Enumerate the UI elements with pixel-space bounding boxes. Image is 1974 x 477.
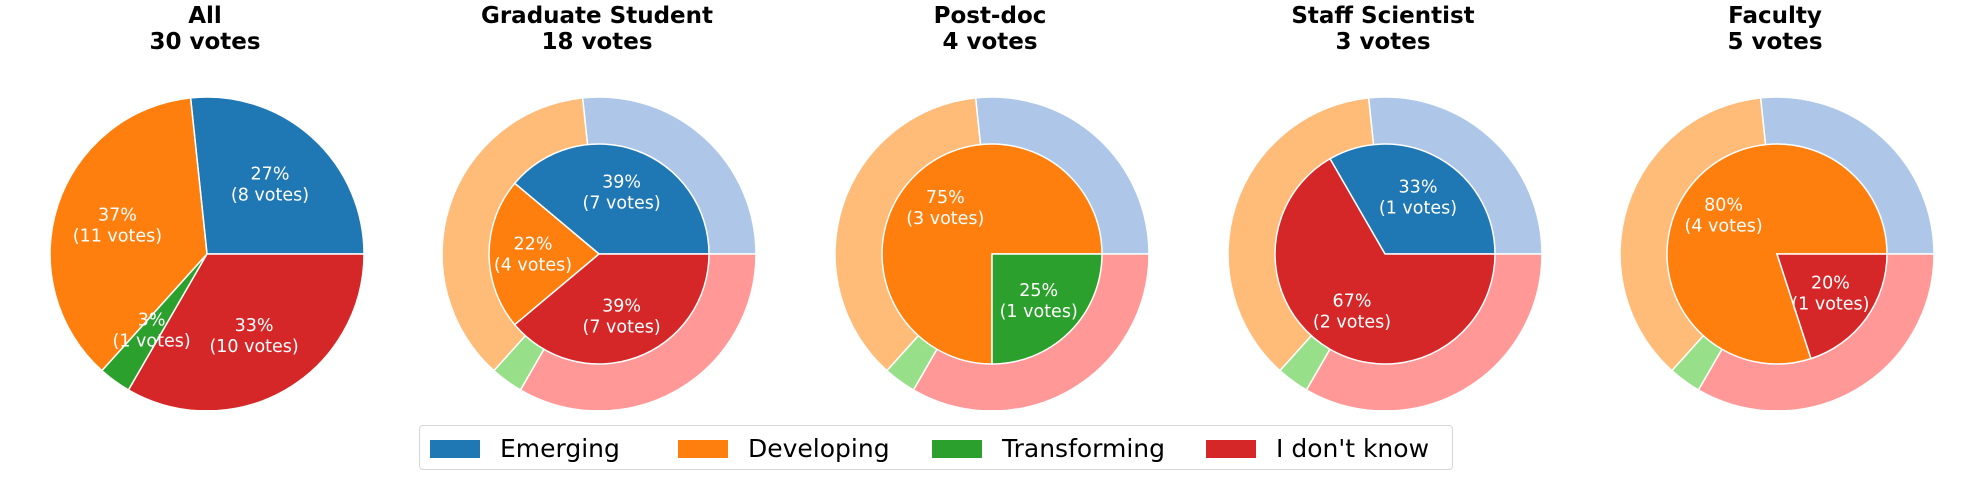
slice-label-dont-know: 20% (1 votes) xyxy=(1791,273,1869,314)
legend-item-transforming: Transforming xyxy=(932,426,1165,471)
legend-label-dont-know: I don't know xyxy=(1276,434,1430,463)
pie-svg: 80% (4 votes) 20% (1 votes) xyxy=(1619,96,1935,410)
chart-subtitle-votes: 30 votes xyxy=(149,29,261,55)
pie-panel-4: 33% (1 votes) 67% (2 votes) Staff Scientist 3… xyxy=(1186,0,1580,410)
slice-label-developing: 75% (3 votes) xyxy=(906,188,984,229)
legend-swatch-transforming xyxy=(932,439,982,458)
slice-label-emerging: 27% (8 votes) xyxy=(231,165,309,206)
pie-slice-dont-know xyxy=(1775,253,1888,360)
chart-title: All xyxy=(188,3,222,29)
chart-title: Graduate Student xyxy=(480,3,714,29)
slice-label-dont-know: 67% (2 votes) xyxy=(1313,292,1391,333)
slice-label-dont-know: 33% (10 votes) xyxy=(209,316,298,357)
legend-item-emerging: Emerging xyxy=(430,426,620,471)
pie-slice-emerging xyxy=(1328,143,1496,255)
legend-label-developing: Developing xyxy=(748,434,890,463)
pie-slice-developing xyxy=(49,97,208,372)
chart-title: Post-doc xyxy=(933,3,1047,29)
legend-item-dont-know: I don't know xyxy=(1206,426,1429,471)
pie-slice-dont-know xyxy=(1274,157,1496,365)
slice-label-dont-know: 39% (7 votes) xyxy=(583,297,661,338)
slice-label-developing: 80% (4 votes) xyxy=(1685,196,1763,237)
slice-label-emerging: 39% (7 votes) xyxy=(583,173,661,214)
slice-label-emerging: 33% (1 votes) xyxy=(1379,177,1457,218)
pie-panel-2: 39% (7 votes) 22% (4 votes) 39% (7 votes) Grad… xyxy=(400,0,794,410)
pie-slice-dont-know xyxy=(127,253,365,410)
legend-swatch-emerging xyxy=(430,439,480,458)
pie-panel-5: 80% (4 votes) 20% (1 votes) Faculty 5 votes xyxy=(1578,0,1972,410)
pie-svg: 75% (3 votes) 25% (1 votes) xyxy=(834,96,1150,410)
pie-slice-dont-know xyxy=(513,253,710,365)
slice-label-developing: 37% (11 votes) xyxy=(73,205,162,246)
charts-area: 27% (8 votes) 37% (11 votes) 3% (1 votes) 33%(… xyxy=(8,0,1972,410)
chart-title: Staff Scientist xyxy=(1291,3,1475,29)
slice-label-developing: 22% (4 votes) xyxy=(494,235,572,276)
legend-item-developing: Developing xyxy=(678,426,890,471)
pie-svg: 27% (8 votes) 37% (11 votes) 3% (1 votes) 33%(… xyxy=(49,96,365,410)
slice-label-transforming: 3% (1 votes) xyxy=(113,311,191,352)
pie-slice-developing xyxy=(488,182,601,326)
slice-label-transforming: 25% (1 votes) xyxy=(1000,281,1078,322)
legend-label-emerging: Emerging xyxy=(500,434,620,463)
pie-svg: 39% (7 votes) 22% (4 votes) 39% (7 votes) xyxy=(441,96,757,410)
chart-subtitle-votes: 18 votes xyxy=(541,29,653,55)
chart-subtitle-votes: 3 votes xyxy=(1335,29,1431,55)
pie-panel-3: 75% (3 votes) 25% (1 votes) Post-doc 4 votes xyxy=(793,0,1187,410)
pie-svg: 33% (1 votes) 67% (2 votes) xyxy=(1227,96,1543,410)
legend: Emerging Developing Transforming I don't… xyxy=(419,425,1453,470)
chart-subtitle-votes: 5 votes xyxy=(1727,29,1823,55)
legend-swatch-developing xyxy=(678,439,728,458)
chart-subtitle-votes: 4 votes xyxy=(942,29,1038,55)
legend-swatch-dont-know xyxy=(1206,439,1256,458)
chart-title: Faculty xyxy=(1728,3,1822,29)
pie-slice-emerging xyxy=(513,143,710,255)
pie-slice-transforming xyxy=(991,253,1103,365)
pie-slice-emerging xyxy=(189,96,365,255)
pie-panel-1: 27% (8 votes) 37% (11 votes) 3% (1 votes) 33%(… xyxy=(8,0,402,410)
legend-label-transforming: Transforming xyxy=(1002,434,1166,463)
